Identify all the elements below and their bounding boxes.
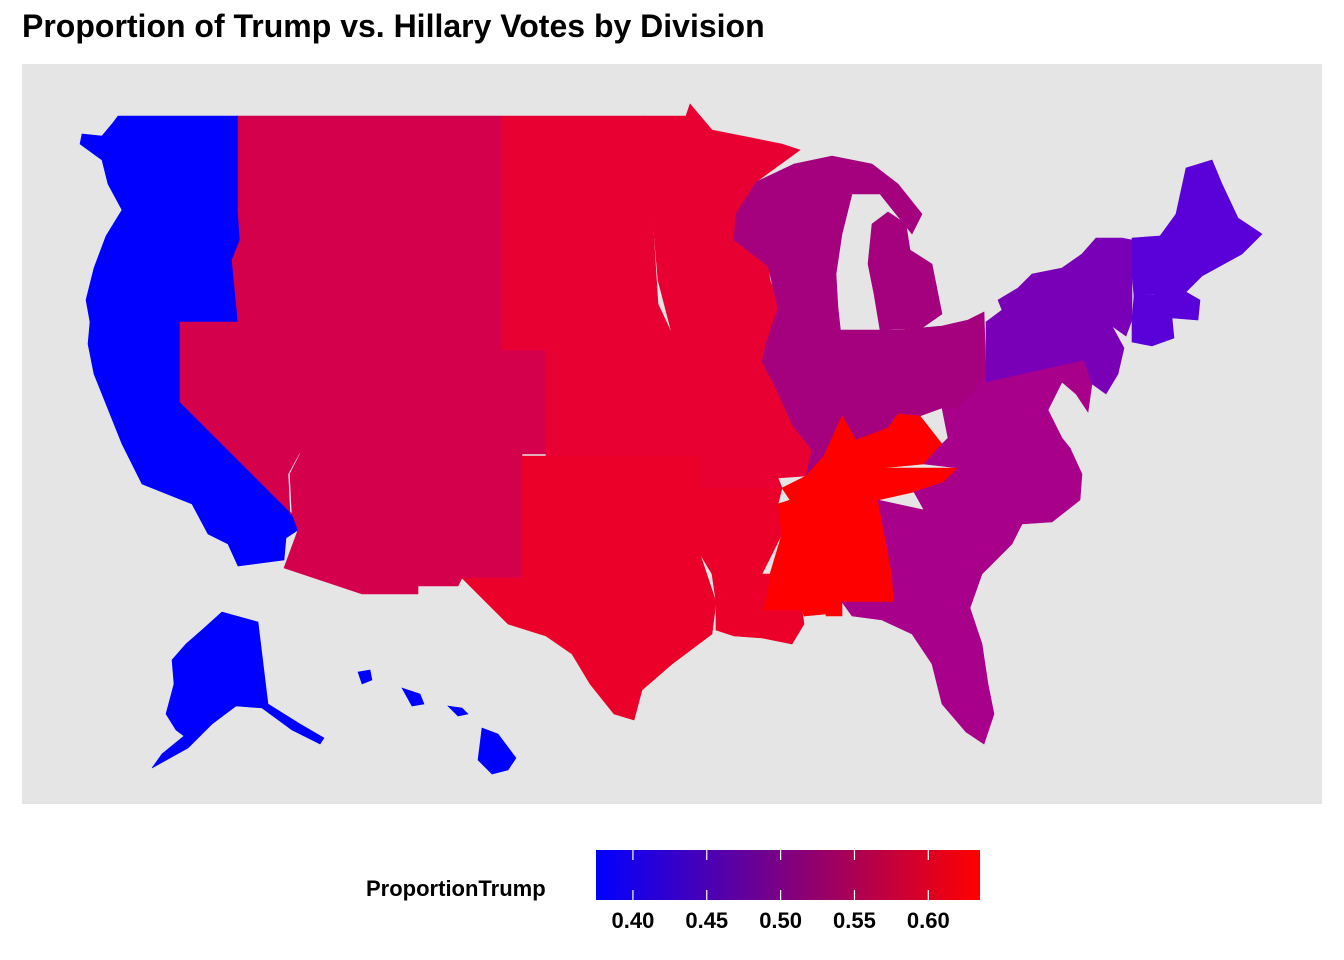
legend-tick-label: 0.60 [906,908,950,933]
state-washington [79,115,239,215]
legend-tick-label: 0.40 [611,908,655,933]
map-panel [22,64,1322,804]
division-west-north-central [501,103,813,489]
state-florida [841,601,995,745]
state-oregon [85,205,241,323]
legend-title: ProportionTrump [366,876,546,901]
state-maine [1175,159,1263,293]
division-east-north-central [733,155,987,478]
state-michigan [755,155,943,331]
state-hawaii [357,669,517,775]
legend-gradient [596,850,980,900]
state-colorado [401,349,547,455]
legend-tick-label: 0.50 [759,908,803,933]
division-middle-atlantic [985,237,1133,395]
map-svg [79,103,1263,775]
division-west-south-central [461,455,805,721]
state-arkansas [699,487,783,575]
state-southdakota [501,209,659,305]
state-massachusetts [1131,291,1201,321]
state-wyoming [359,237,503,351]
division-south-atlantic [841,359,1093,745]
state-georgia [877,499,983,609]
state-alaska [151,611,325,769]
division-east-south-central [763,413,959,617]
state-newmexico [401,453,523,595]
legend-tick-label: 0.45 [685,908,729,933]
state-northdakota [501,115,653,211]
state-connecticut [1131,317,1175,347]
state-newjersey [1083,311,1125,395]
state-kansas [545,377,701,457]
division-pacific [79,115,517,775]
state-texas [461,469,717,721]
state-indiana [837,329,899,441]
division-mountain [179,115,547,595]
state-arizona [283,453,403,595]
legend-colorbar [596,850,980,900]
map-title: Proportion of Trump vs. Hillary Votes by… [22,8,765,44]
division-new-england [1131,159,1263,347]
legend-tick-label: 0.55 [833,908,876,933]
